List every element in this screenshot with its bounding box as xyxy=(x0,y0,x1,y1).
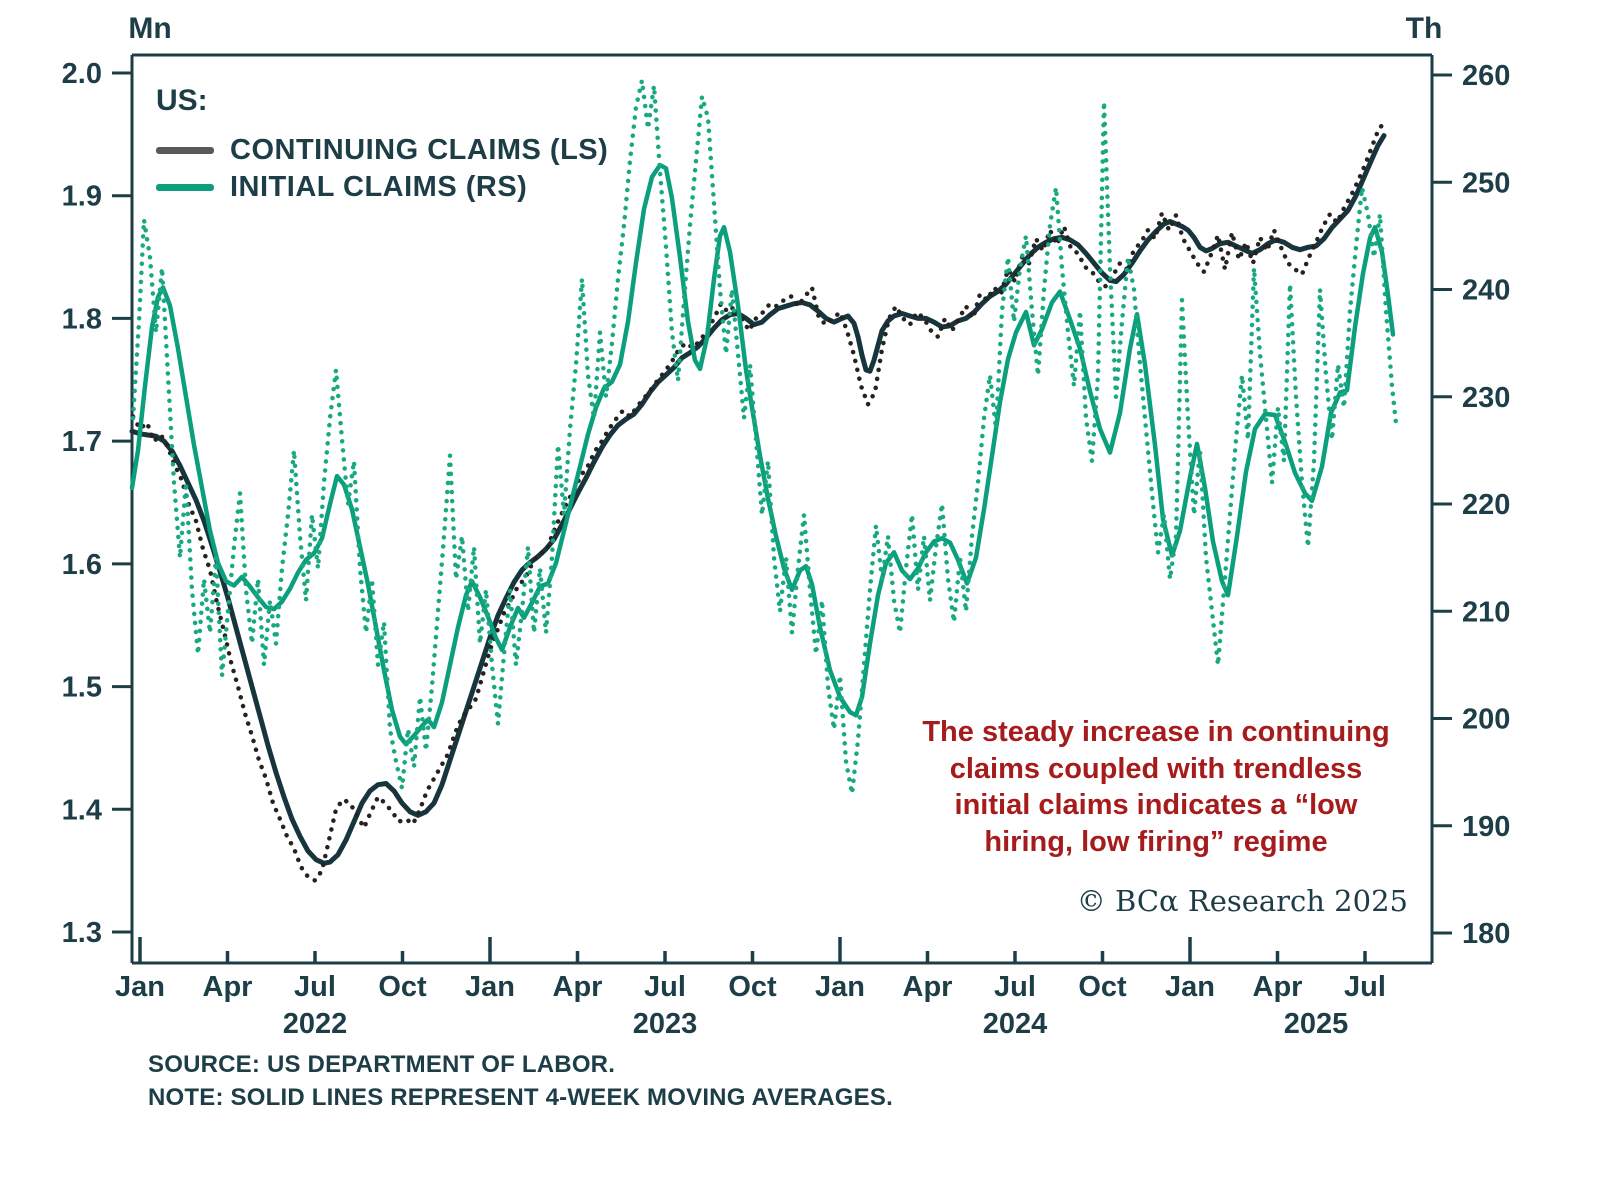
x-month-label: Oct xyxy=(1078,971,1127,1003)
x-month-label: Oct xyxy=(378,971,427,1003)
left-tick-label: 1.7 xyxy=(62,426,102,458)
chart-annotation: The steady increase in continuing claims… xyxy=(922,716,1390,858)
right-tick-label: 230 xyxy=(1462,382,1510,414)
x-year-label: 2022 xyxy=(283,1008,348,1040)
left-tick-label: 1.3 xyxy=(62,917,102,949)
moving-average-note: NOTE: SOLID LINES REPRESENT 4-WEEK MOVIN… xyxy=(148,1084,893,1111)
legend-item-initial-claims: INITIAL CLAIMS (RS) xyxy=(156,169,608,206)
right-axis-unit: Th xyxy=(1406,12,1443,45)
left-tick-label: 2.0 xyxy=(62,58,102,90)
left-tick-label: 1.5 xyxy=(62,672,102,704)
left-axis-unit: Mn xyxy=(128,12,171,45)
left-tick-label: 1.4 xyxy=(62,794,102,826)
source-note: SOURCE: US DEPARTMENT OF LABOR. xyxy=(148,1051,616,1078)
x-year-label: 2023 xyxy=(633,1008,698,1040)
x-month-label: Apr xyxy=(903,971,953,1003)
legend-item-continuing-claims: CONTINUING CLAIMS (LS) xyxy=(156,132,608,169)
left-tick-label: 1.8 xyxy=(62,303,102,335)
x-month-label: Jul xyxy=(294,971,336,1003)
copyright-notice: © BCα Research 2025 xyxy=(1076,884,1408,918)
x-month-label: Jan xyxy=(815,971,865,1003)
left-tick-label: 1.6 xyxy=(62,549,102,581)
x-year-label: 2024 xyxy=(983,1008,1048,1040)
right-tick-label: 190 xyxy=(1462,811,1510,843)
right-tick-label: 240 xyxy=(1462,275,1510,307)
x-month-label: Jan xyxy=(1165,971,1215,1003)
x-month-label: Jan xyxy=(465,971,515,1003)
right-tick-label: 180 xyxy=(1462,918,1510,950)
left-tick-label: 1.9 xyxy=(62,181,102,213)
x-month-label: Jul xyxy=(994,971,1036,1003)
right-tick-label: 250 xyxy=(1462,167,1510,199)
legend-label-initial-claims: INITIAL CLAIMS (RS) xyxy=(230,171,528,203)
x-month-label: Jan xyxy=(115,971,165,1003)
right-tick-label: 200 xyxy=(1462,704,1510,736)
right-tick-label: 260 xyxy=(1462,60,1510,92)
initial-claims-weekly-line xyxy=(130,78,1399,796)
right-tick-label: 220 xyxy=(1462,489,1510,521)
x-month-label: Oct xyxy=(728,971,777,1003)
right-tick-label: 210 xyxy=(1462,596,1510,628)
x-month-label: Jul xyxy=(644,971,686,1003)
x-month-label: Jul xyxy=(1344,971,1386,1003)
x-month-label: Apr xyxy=(553,971,603,1003)
legend-label-continuing-claims: CONTINUING CLAIMS (LS) xyxy=(230,134,609,166)
legend-title: US: xyxy=(156,84,208,117)
chart-legend: US: CONTINUING CLAIMS (LS) INITIAL CLAIM… xyxy=(156,84,608,206)
continuing-claims-line-swatch xyxy=(156,147,214,154)
chart-footnotes: SOURCE: US DEPARTMENT OF LABOR. NOTE: SO… xyxy=(148,1048,893,1114)
initial-claims-line-swatch xyxy=(156,184,214,191)
x-month-label: Apr xyxy=(1253,971,1303,1003)
x-year-label: 2025 xyxy=(1284,1008,1349,1040)
x-month-label: Apr xyxy=(203,971,253,1003)
